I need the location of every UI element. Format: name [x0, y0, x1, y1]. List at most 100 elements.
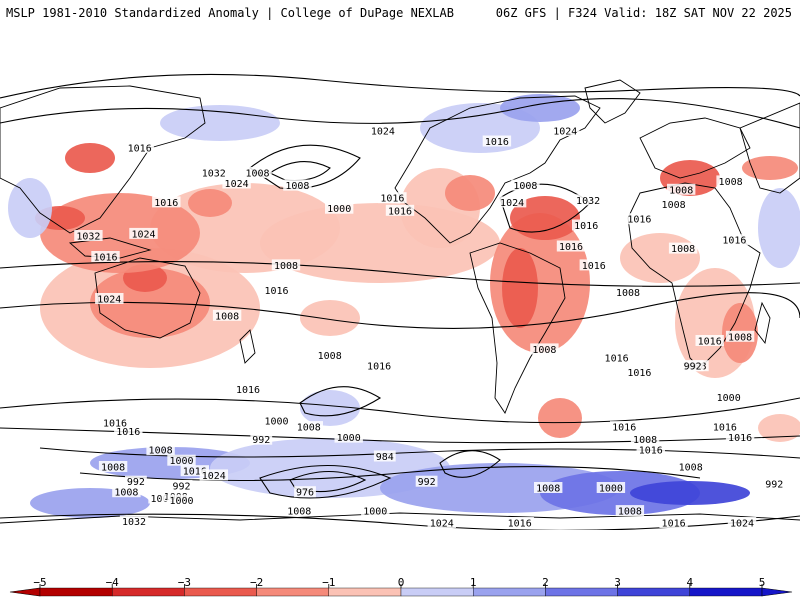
coast-north-america [394, 95, 601, 244]
colorbar-tick-label: −2 [249, 576, 264, 589]
isobar-label: 1008 [716, 175, 745, 188]
colorbar-segment [545, 587, 618, 597]
coast-australia [94, 257, 201, 339]
svg-text:1008: 1008 [669, 185, 693, 196]
coast-asia-east [739, 102, 800, 194]
colorbar-tick-label: −5 [33, 576, 47, 589]
svg-text:1008: 1008 [671, 244, 695, 255]
svg-text:1000: 1000 [327, 204, 351, 215]
colorbar-segment [617, 587, 690, 597]
isobar-label: 1016 [610, 421, 639, 434]
isobar-label: 1016 [364, 360, 394, 373]
svg-text:1008: 1008 [513, 181, 537, 192]
svg-text:1016: 1016 [627, 368, 651, 379]
isobar-1008-tropic [0, 292, 800, 329]
isobar-label: 992 [170, 479, 193, 492]
isobar-label: 984 [373, 450, 396, 463]
svg-text:1016: 1016 [128, 143, 152, 154]
isobar-label: 1008 [112, 486, 141, 499]
svg-text:1024: 1024 [131, 229, 155, 240]
svg-text:1016: 1016 [574, 221, 598, 232]
colorbar-segment [328, 587, 402, 597]
svg-text:1016: 1016 [627, 215, 651, 226]
isobar-label: 1024 [95, 293, 124, 306]
colorbar-tick-label: −4 [105, 576, 119, 589]
svg-text:1024: 1024 [730, 519, 754, 530]
colorbar-segment [689, 587, 763, 597]
isobar-label: 1016 [378, 192, 407, 205]
svg-text:1000: 1000 [169, 456, 193, 467]
svg-text:1016: 1016 [388, 206, 412, 217]
svg-text:1024: 1024 [97, 295, 121, 306]
colorbar-tick-label: 3 [614, 576, 621, 589]
anom-w-pacific [8, 178, 52, 238]
svg-text:1008: 1008 [728, 332, 752, 343]
svg-text:1008: 1008 [679, 463, 703, 474]
isobar-label: 1016 [482, 135, 512, 148]
colorbar-tick-label: 5 [758, 576, 766, 589]
svg-text:1016: 1016 [605, 353, 629, 364]
svg-text:1016: 1016 [236, 385, 260, 396]
isobar-label: 1000 [167, 454, 196, 467]
coast-greenland [584, 79, 641, 124]
svg-text:1000: 1000 [717, 393, 741, 404]
isobar-label: 1000 [596, 482, 626, 495]
svg-text:1016: 1016 [367, 362, 391, 373]
colorbar-tick-label: 0 [397, 576, 405, 589]
svg-text:1008: 1008 [285, 181, 309, 192]
isobar-label: 1016 [725, 431, 755, 444]
isobar-label: 992 [763, 477, 786, 490]
isobar-label: 1016 [125, 141, 154, 154]
svg-text:1016: 1016 [713, 423, 737, 434]
svg-text:1008: 1008 [532, 345, 556, 356]
svg-text:1008: 1008 [297, 423, 321, 434]
coastlines [0, 79, 800, 524]
coast-indonesia [68, 237, 152, 259]
svg-text:992: 992 [127, 477, 145, 488]
anom-siberia [65, 143, 115, 173]
anom-tropics [300, 300, 360, 336]
colorbar-segment [111, 587, 185, 597]
isobar-label: 1000 [167, 494, 196, 507]
isobar-label: 1008 [283, 179, 312, 192]
coast-europe [639, 117, 751, 179]
isobar-label: 1032 [74, 230, 103, 243]
isobar-label: 1024 [222, 177, 251, 190]
isobar-labels: 1016102410161032102410081016102410081000… [74, 125, 786, 530]
isobar-label: 1008 [534, 482, 563, 495]
svg-text:1024: 1024 [225, 179, 249, 190]
colorbar-segment [256, 587, 330, 597]
isobar-1024-north [0, 73, 800, 99]
isobar-label: 992 [415, 475, 438, 488]
isobar-label: 1008 [271, 259, 301, 272]
chart-title: MSLP 1981-2010 Standardized Anomaly | Co… [6, 6, 454, 20]
isobar-label: 1008 [285, 505, 314, 518]
isobar-label: 1016 [602, 351, 631, 364]
isobar-label: 1000 [334, 431, 363, 444]
svg-text:1024: 1024 [500, 198, 524, 209]
isobar-ring-indian [439, 450, 501, 478]
isobar-label: 1008 [659, 198, 688, 211]
isobar-label: 1016 [636, 444, 665, 457]
anom-bering [160, 105, 280, 141]
svg-text:1024: 1024 [202, 471, 226, 482]
isobar-label: 1008 [725, 330, 755, 343]
isobar-label: 1008 [511, 179, 540, 192]
svg-text:1024: 1024 [430, 519, 454, 530]
svg-text:992: 992 [418, 477, 436, 488]
isobar-label: 1016 [385, 204, 415, 217]
colorbar-tick-label: 4 [686, 576, 694, 589]
isobar-label: 1000 [714, 391, 743, 404]
svg-text:1008: 1008 [245, 169, 269, 180]
svg-text:1016: 1016 [154, 198, 178, 209]
colorbar-segment [400, 587, 474, 597]
isobar-label: 1008 [630, 433, 660, 446]
svg-text:1008: 1008 [114, 488, 138, 499]
svg-text:1016: 1016 [722, 236, 746, 247]
anom-s-pacific [300, 390, 360, 426]
svg-text:1008: 1008 [536, 484, 560, 495]
svg-text:1024: 1024 [553, 127, 577, 138]
isobar-label: 1008 [530, 343, 559, 356]
isobar-label: 1000 [262, 414, 291, 427]
svg-text:1008: 1008 [101, 463, 125, 474]
